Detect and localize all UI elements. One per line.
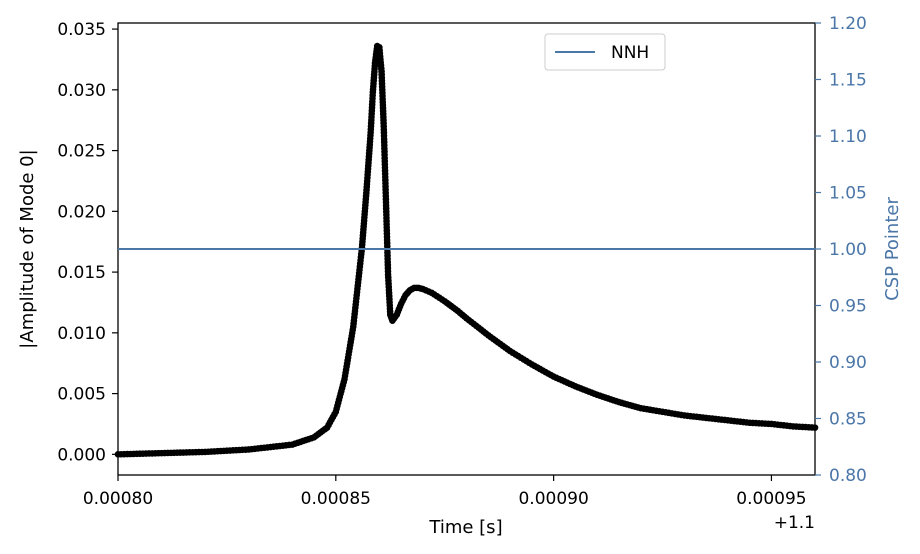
left-tick-label: 0.030	[57, 81, 106, 101]
left-tick-label: 0.005	[57, 385, 106, 405]
left-tick-label: 0.035	[57, 20, 106, 40]
series-layer	[114, 42, 819, 458]
left-tick-label: 0.015	[57, 263, 106, 283]
x-axis-ticks: 0.00080 0.00085 0.00090 0.00095	[83, 475, 807, 509]
right-tick-label: 1.05	[829, 184, 867, 204]
right-tick-label: 0.90	[829, 353, 867, 373]
left-tick-label: 0.020	[57, 202, 106, 222]
left-axis-label: |Amplitude of Mode 0|	[17, 149, 38, 348]
left-axis-ticks: 0.000 0.005 0.010 0.015 0.020 0.025 0.030 0.035	[57, 20, 118, 465]
right-axis-label: CSP Pointer	[882, 197, 903, 301]
right-tick-label: 1.20	[829, 14, 867, 34]
right-tick-label: 0.85	[829, 410, 867, 430]
left-tick-label: 0.000	[57, 445, 106, 465]
right-tick-label: 0.95	[829, 297, 867, 317]
data-point	[811, 424, 819, 431]
x-tick-label: 0.00090	[518, 489, 588, 509]
x-tick-label: 0.00085	[301, 489, 371, 509]
legend-nnh-label: NNH	[611, 43, 649, 63]
legend: NNH	[544, 33, 666, 71]
right-axis-ticks: 0.80 0.85 0.90 0.95 1.00 1.05 1.10 1.15 1.20	[815, 14, 867, 486]
right-tick-label: 1.10	[829, 127, 867, 147]
right-tick-label: 0.80	[829, 466, 867, 486]
right-tick-label: 1.00	[829, 240, 867, 260]
x-tick-label: 0.00080	[83, 489, 153, 509]
left-tick-label: 0.010	[57, 324, 106, 344]
right-tick-label: 1.15	[829, 71, 867, 91]
legend-frame	[544, 33, 666, 71]
x-tick-label: 0.00095	[736, 489, 806, 509]
x-offset-label: +1.1	[774, 513, 815, 533]
left-tick-label: 0.025	[57, 142, 106, 162]
x-axis-label: Time [s]	[428, 517, 502, 538]
